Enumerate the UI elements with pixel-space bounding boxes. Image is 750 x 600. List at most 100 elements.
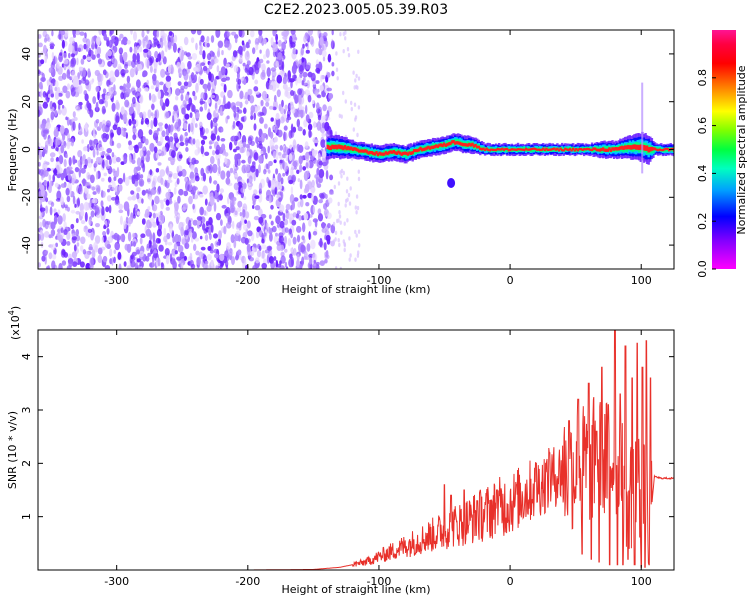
noise-speck	[318, 168, 325, 179]
noise-speck	[190, 164, 195, 171]
noise-speck	[169, 136, 174, 143]
noise-speck	[315, 80, 320, 84]
noise-speck	[91, 36, 95, 46]
noise-speck	[173, 187, 177, 195]
noise-speck	[244, 100, 249, 105]
noise-speck	[60, 30, 66, 36]
ridge-cell	[387, 151, 391, 155]
noise-speck	[213, 110, 216, 118]
ridge-cell	[545, 147, 548, 150]
noise-speck	[200, 167, 205, 177]
noise-speck	[38, 42, 43, 48]
noise-speck	[277, 172, 282, 183]
noise-speck	[145, 189, 149, 194]
noise-speck	[57, 99, 63, 106]
noise-speck	[123, 201, 130, 212]
noise-speck	[220, 219, 223, 227]
noise-speck	[274, 144, 279, 150]
noise-speck	[171, 249, 176, 259]
noise-speck	[40, 85, 44, 90]
noise-speck	[145, 154, 150, 163]
noise-speck	[59, 52, 63, 56]
noise-speck	[122, 172, 126, 183]
noise-speck	[157, 257, 161, 267]
noise-speck	[276, 74, 283, 84]
noise-speck	[118, 203, 123, 210]
ridge-cell	[359, 149, 362, 153]
noise-speck	[94, 204, 99, 214]
noise-speck	[176, 256, 182, 261]
noise-speck	[279, 265, 285, 269]
noise-speck	[136, 45, 141, 54]
noise-speck	[97, 90, 100, 101]
noise-speck	[264, 152, 268, 160]
noise-speck	[208, 217, 213, 226]
ridge-cell	[612, 147, 616, 151]
noise-speck	[305, 171, 310, 179]
noise-speck	[112, 58, 118, 69]
noise-speck	[220, 128, 224, 133]
noise-speck	[268, 180, 272, 188]
ridge-cell	[638, 145, 641, 151]
ridge-cell	[337, 144, 340, 149]
ridge-cell	[627, 144, 630, 150]
ridge-cell	[424, 147, 427, 151]
ridge-cell	[480, 148, 484, 151]
noise-speck	[184, 51, 188, 56]
noise-speck	[338, 210, 341, 215]
noise-speck	[246, 243, 251, 253]
ridge-cell	[579, 147, 583, 151]
x-tick-label: 0	[507, 274, 514, 287]
noise-speck	[115, 156, 121, 163]
noise-speck	[261, 63, 266, 72]
ridge-cell	[605, 148, 608, 152]
noise-speck	[82, 67, 86, 78]
ridge-cell	[583, 148, 586, 151]
noise-speck	[269, 105, 274, 110]
noise-speck	[229, 204, 236, 214]
noise-speck	[91, 186, 96, 191]
noise-speck	[285, 266, 289, 269]
noise-speck	[95, 223, 100, 228]
x-tick-label: 100	[631, 274, 652, 287]
noise-speck	[202, 65, 208, 72]
noise-speck	[102, 231, 107, 236]
ridge-cell	[575, 148, 578, 151]
noise-speck	[79, 261, 85, 268]
ridge-cell	[527, 148, 531, 151]
noise-speck	[49, 82, 54, 92]
noise-speck	[124, 177, 130, 186]
noise-speck	[108, 204, 112, 214]
noise-speck	[284, 261, 288, 268]
noise-speck	[249, 95, 255, 104]
noise-speck	[174, 206, 179, 217]
noise-speck	[287, 109, 291, 117]
noise-speck	[38, 109, 41, 118]
noise-speck	[118, 47, 124, 55]
noise-speck	[142, 136, 146, 143]
ridge-cell	[405, 152, 408, 158]
ridge-cell	[663, 148, 666, 151]
noise-speck	[62, 213, 66, 222]
spectrogram-x-label: Height of straight line (km)	[281, 283, 430, 296]
noise-speck	[92, 148, 96, 158]
noise-speck	[74, 167, 80, 173]
noise-speck	[194, 74, 197, 83]
ridge-cell	[483, 148, 487, 152]
noise-speck	[288, 153, 293, 162]
noise-speck	[254, 79, 259, 85]
noise-speck	[352, 127, 355, 132]
noise-speck	[243, 196, 247, 201]
noise-speck	[231, 31, 237, 36]
noise-speck	[287, 87, 292, 92]
noise-speck	[220, 66, 226, 76]
noise-speck	[140, 233, 146, 238]
noise-speck	[248, 175, 253, 184]
noise-speck	[140, 174, 144, 179]
ridge-cell	[351, 147, 355, 151]
ridge-cell	[601, 147, 605, 151]
noise-speck	[115, 101, 121, 111]
noise-speck	[200, 92, 205, 101]
